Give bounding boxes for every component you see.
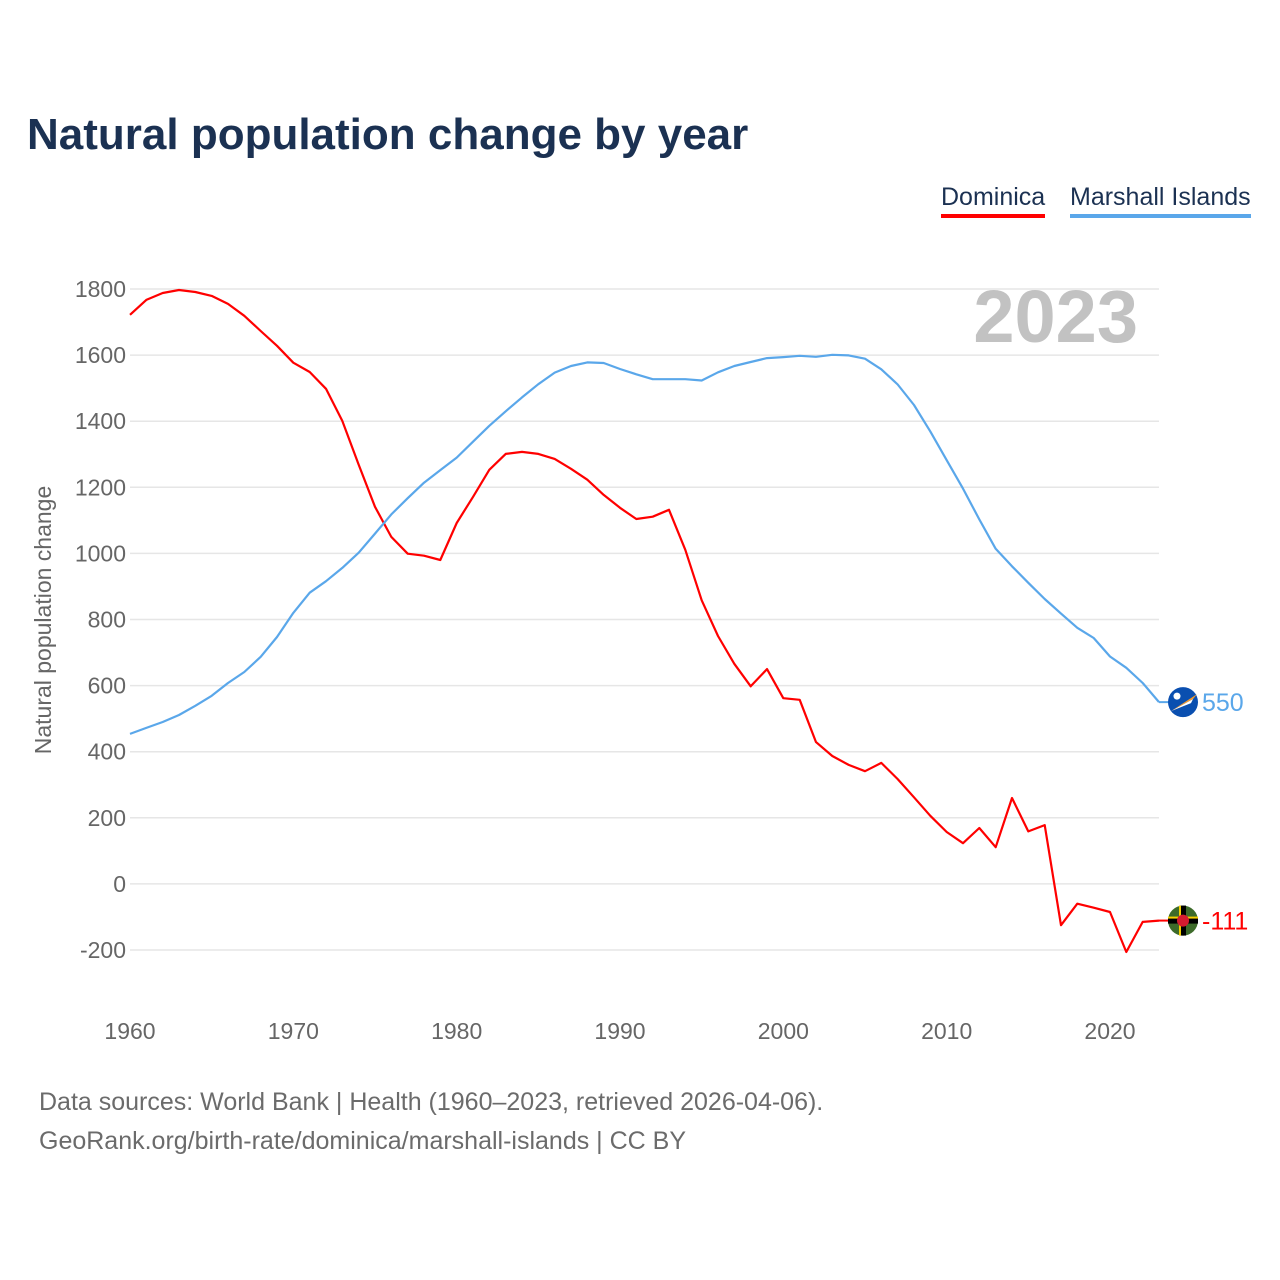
x-tick-label: 1960 [104,1018,155,1044]
x-tick-label: 2020 [1084,1018,1135,1044]
y-tick-label: 200 [88,805,126,831]
marshall-islands-flag-icon [1168,687,1198,718]
data-source-note: Data sources: World Bank | Health (1960–… [39,1088,824,1116]
y-tick-label: 0 [113,871,126,897]
x-axis-ticks: 1960 1970 1980 1990 2000 2010 2020 [104,1018,1135,1044]
y-tick-label: 1800 [75,276,126,302]
x-tick-label: 2010 [921,1018,972,1044]
y-tick-label: 1200 [75,474,126,500]
series-line-marshall-islands [129,353,1160,735]
year-watermark: 2023 [973,275,1138,358]
dominica-flag-icon [1168,905,1198,936]
x-tick-label: 1990 [594,1018,645,1044]
series-line-dominica [129,288,1160,954]
y-axis-label: Natural population change [30,486,56,755]
y-tick-label: 800 [88,607,126,633]
x-tick-label: 2000 [758,1018,809,1044]
series-end-markers: -111 550 [1159,687,1248,936]
y-tick-label: -200 [80,937,126,963]
gridlines [130,288,1159,951]
y-tick-label: 1600 [75,342,126,368]
y-tick-label: 400 [88,739,126,765]
x-tick-label: 1970 [268,1018,319,1044]
legend-item-dominica[interactable]: Dominica [941,183,1046,218]
legend-item-marshall-islands[interactable]: Marshall Islands [1070,183,1251,218]
chart-title: Natural population change by year [27,110,749,159]
y-axis-ticks: -200 0 200 400 600 800 1000 1200 1400 1600 1800 [75,276,126,963]
end-value-label: -111 [1202,908,1248,936]
y-tick-label: 600 [88,673,126,699]
end-value-label: 550 [1202,689,1244,717]
series-lines [129,288,1160,954]
x-tick-label: 1980 [431,1018,482,1044]
source-link[interactable]: GeoRank.org/birth-rate/dominica/marshall… [39,1127,687,1155]
y-tick-label: 1400 [75,408,126,434]
y-tick-label: 1000 [75,540,126,566]
